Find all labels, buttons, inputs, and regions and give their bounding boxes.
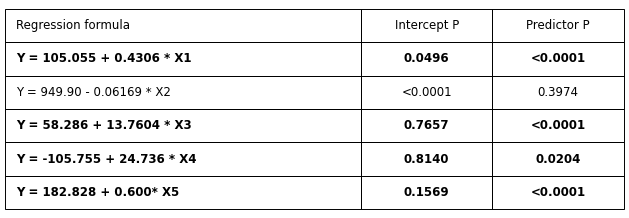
Text: <0.0001: <0.0001 bbox=[401, 86, 452, 99]
Text: Y = -105.755 + 24.736 * X4: Y = -105.755 + 24.736 * X4 bbox=[16, 153, 197, 166]
Text: Y = 105.055 + 0.4306 * X1: Y = 105.055 + 0.4306 * X1 bbox=[16, 52, 192, 65]
Text: Regression formula: Regression formula bbox=[16, 19, 130, 32]
Bar bbox=[493, 9, 624, 42]
Text: Y = 58.286 + 13.7604 * X3: Y = 58.286 + 13.7604 * X3 bbox=[16, 119, 192, 132]
Bar bbox=[493, 142, 624, 176]
Text: 0.7657: 0.7657 bbox=[404, 119, 450, 132]
Text: 0.8140: 0.8140 bbox=[404, 153, 450, 166]
Bar bbox=[493, 42, 624, 76]
Bar bbox=[361, 109, 493, 142]
Bar bbox=[493, 76, 624, 109]
Text: <0.0001: <0.0001 bbox=[531, 52, 586, 65]
Text: Intercept P: Intercept P bbox=[394, 19, 459, 32]
Text: Y = 182.828 + 0.600* X5: Y = 182.828 + 0.600* X5 bbox=[16, 186, 179, 199]
Bar bbox=[5, 76, 361, 109]
Bar bbox=[5, 109, 361, 142]
Text: <0.0001: <0.0001 bbox=[531, 186, 586, 199]
Bar bbox=[5, 176, 361, 209]
Bar bbox=[493, 109, 624, 142]
Text: Predictor P: Predictor P bbox=[526, 19, 590, 32]
Bar bbox=[5, 9, 361, 42]
Text: 0.1569: 0.1569 bbox=[404, 186, 450, 199]
Text: 0.0496: 0.0496 bbox=[404, 52, 450, 65]
Bar bbox=[361, 9, 493, 42]
Text: 0.3974: 0.3974 bbox=[538, 86, 579, 99]
Bar bbox=[361, 76, 493, 109]
Bar bbox=[361, 142, 493, 176]
Bar bbox=[361, 176, 493, 209]
Text: 0.0204: 0.0204 bbox=[535, 153, 581, 166]
Bar bbox=[493, 176, 624, 209]
Bar bbox=[361, 42, 493, 76]
Bar bbox=[5, 42, 361, 76]
Bar bbox=[5, 142, 361, 176]
Text: Y = 949.90 - 0.06169 * X2: Y = 949.90 - 0.06169 * X2 bbox=[16, 86, 171, 99]
Text: <0.0001: <0.0001 bbox=[531, 119, 586, 132]
